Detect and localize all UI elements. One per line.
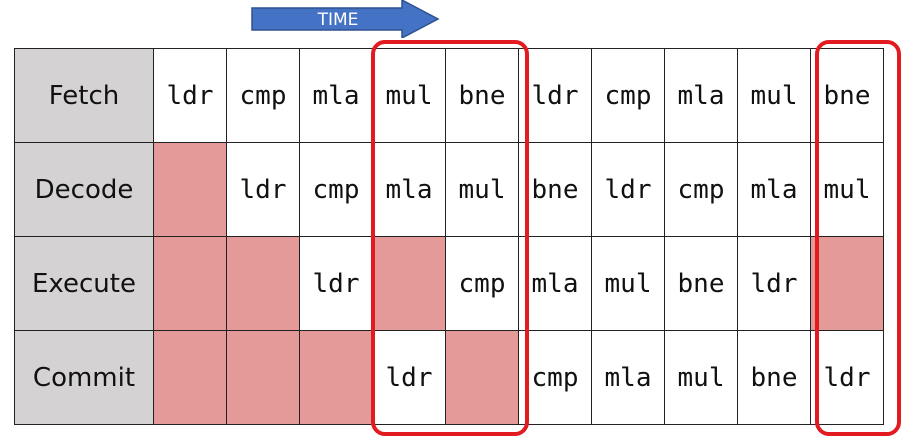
stall-cell	[153, 330, 227, 425]
pipeline-cell: cmp	[518, 330, 592, 425]
pipeline-cell: mul	[737, 48, 811, 143]
pipeline-cell: mla	[737, 142, 811, 237]
pipeline-cell: mul	[372, 48, 446, 143]
pipeline-cell: bne	[518, 142, 592, 237]
stall-cell	[299, 330, 373, 425]
pipeline-cell: ldr	[226, 142, 300, 237]
pipeline-cell: cmp	[664, 142, 738, 237]
pipeline-cell: mla	[299, 48, 373, 143]
stall-cell	[226, 236, 300, 331]
pipeline-cell: mla	[591, 330, 665, 425]
pipeline-cell: ldr	[591, 142, 665, 237]
pipeline-cell: ldr	[518, 48, 592, 143]
stage-label: Decode	[14, 142, 154, 237]
pipeline-cell: cmp	[445, 236, 519, 331]
pipeline-row-fetch: Fetch ldr cmp mla mul bne ldr cmp mla mu…	[14, 48, 884, 143]
pipeline-cell: cmp	[226, 48, 300, 143]
stall-cell	[153, 236, 227, 331]
pipeline-cell: ldr	[372, 330, 446, 425]
pipeline-cell: cmp	[591, 48, 665, 143]
stage-label: Fetch	[14, 48, 154, 143]
pipeline-row-commit: Commit ldr cmp mla mul bne ldr	[14, 330, 884, 425]
stall-cell	[445, 330, 519, 425]
pipeline-cell: bne	[445, 48, 519, 143]
pipeline-cell: bne	[664, 236, 738, 331]
pipeline-cell: mla	[372, 142, 446, 237]
pipeline-cell: mla	[518, 236, 592, 331]
pipeline-cell: cmp	[299, 142, 373, 237]
pipeline-cell: bne	[737, 330, 811, 425]
stall-cell	[226, 330, 300, 425]
time-label: TIME	[317, 10, 359, 30]
pipeline-cell: ldr	[299, 236, 373, 331]
pipeline-table: Fetch ldr cmp mla mul bne ldr cmp mla mu…	[14, 48, 884, 425]
time-arrow-icon	[251, 0, 440, 38]
stage-label: Commit	[14, 330, 154, 425]
pipeline-cell: mul	[445, 142, 519, 237]
pipeline-cell: bne	[810, 48, 884, 143]
stall-cell	[372, 236, 446, 331]
pipeline-cell: mul	[664, 330, 738, 425]
pipeline-row-execute: Execute ldr cmp mla mul bne ldr	[14, 236, 884, 331]
pipeline-row-decode: Decode ldr cmp mla mul bne ldr cmp mla m…	[14, 142, 884, 237]
stall-cell	[810, 236, 884, 331]
pipeline-cell: ldr	[810, 330, 884, 425]
pipeline-cell: mul	[591, 236, 665, 331]
stage-label: Execute	[14, 236, 154, 331]
pipeline-cell: mla	[664, 48, 738, 143]
pipeline-cell: ldr	[737, 236, 811, 331]
pipeline-cell: mul	[810, 142, 884, 237]
stall-cell	[153, 142, 227, 237]
pipeline-cell: ldr	[153, 48, 227, 143]
